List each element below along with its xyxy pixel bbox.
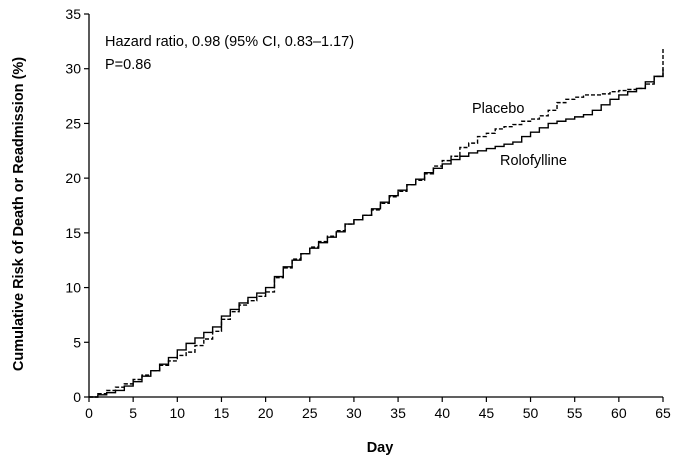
y-tick-label: 5 — [73, 334, 81, 350]
x-tick-label: 15 — [214, 405, 230, 421]
x-tick-label: 10 — [170, 405, 186, 421]
p-value-annotation: P=0.86 — [105, 57, 151, 73]
x-tick-label: 35 — [390, 405, 406, 421]
y-tick-label: 20 — [65, 170, 81, 186]
hazard-ratio-annotation: Hazard ratio, 0.98 (95% CI, 0.83–1.17) — [105, 34, 354, 50]
x-tick-label: 45 — [479, 405, 495, 421]
x-tick-label: 5 — [129, 405, 137, 421]
x-tick-label: 25 — [302, 405, 318, 421]
x-tick-label: 55 — [567, 405, 583, 421]
x-tick-label: 60 — [611, 405, 627, 421]
series-label-placebo: Placebo — [472, 101, 524, 117]
x-axis-ticks: 0 5 10 15 20 25 30 35 40 45 50 55 60 65 — [85, 397, 671, 421]
y-tick-label: 30 — [65, 61, 81, 77]
y-tick-label: 15 — [65, 225, 81, 241]
series-lines — [89, 49, 664, 398]
y-axis-title: Cumulative Risk of Death or Readmission … — [11, 57, 27, 371]
x-tick-label: 0 — [85, 405, 93, 421]
x-tick-label: 50 — [523, 405, 539, 421]
axes — [88, 14, 663, 398]
y-tick-label: 0 — [73, 389, 81, 405]
x-tick-label: 40 — [434, 405, 450, 421]
series-label-rolofylline: Rolofylline — [500, 153, 567, 169]
series-line-placebo — [89, 49, 664, 398]
x-tick-label: 20 — [258, 405, 274, 421]
y-tick-label: 10 — [65, 280, 81, 296]
series-line-rolofylline — [89, 68, 664, 398]
x-axis-title: Day — [367, 440, 394, 456]
y-tick-label: 35 — [65, 6, 81, 22]
x-tick-label: 30 — [346, 405, 362, 421]
x-tick-label: 65 — [655, 405, 671, 421]
y-tick-label: 25 — [65, 115, 81, 131]
y-axis-ticks: 0 5 10 15 20 25 30 35 — [65, 6, 89, 405]
